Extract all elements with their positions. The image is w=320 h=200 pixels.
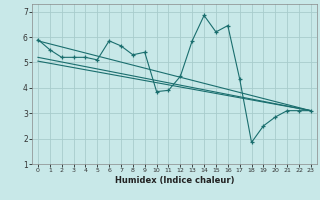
X-axis label: Humidex (Indice chaleur): Humidex (Indice chaleur) <box>115 176 234 185</box>
